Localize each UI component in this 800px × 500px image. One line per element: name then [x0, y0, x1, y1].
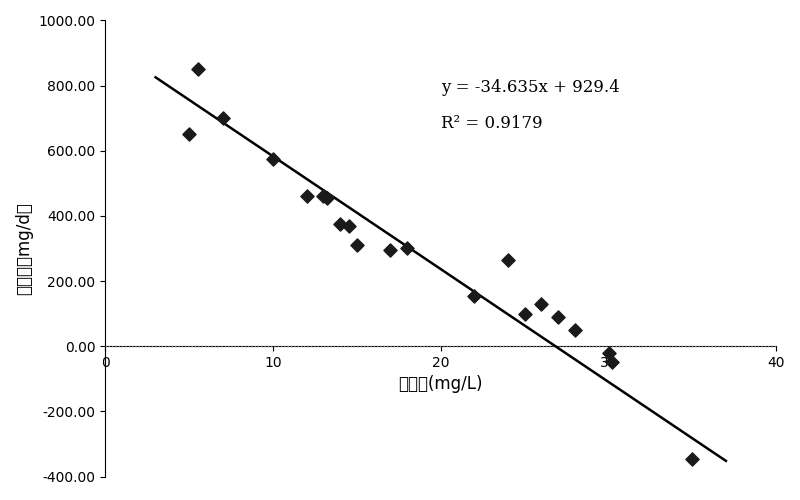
Text: R² = 0.9179: R² = 0.9179	[441, 115, 542, 132]
Point	[518, 310, 531, 318]
Point	[216, 114, 229, 122]
Point	[686, 454, 698, 462]
Point	[606, 358, 618, 366]
Y-axis label: 磷释放（mg/d）: 磷释放（mg/d）	[15, 202, 33, 295]
Point	[384, 246, 397, 254]
Point	[468, 292, 481, 300]
Point	[300, 192, 313, 200]
Point	[182, 130, 195, 138]
Point	[342, 222, 355, 230]
Point	[317, 192, 330, 200]
Point	[602, 348, 615, 356]
Point	[350, 241, 363, 249]
Point	[552, 313, 565, 321]
Point	[401, 244, 414, 252]
Point	[334, 220, 346, 228]
Point	[320, 194, 333, 202]
Point	[191, 66, 204, 74]
Point	[569, 326, 582, 334]
Point	[502, 256, 514, 264]
Text: y = -34.635x + 929.4: y = -34.635x + 929.4	[441, 79, 619, 96]
X-axis label: 硒酸盐(mg/L): 硒酸盐(mg/L)	[398, 376, 483, 394]
Point	[535, 300, 548, 308]
Point	[266, 155, 279, 163]
